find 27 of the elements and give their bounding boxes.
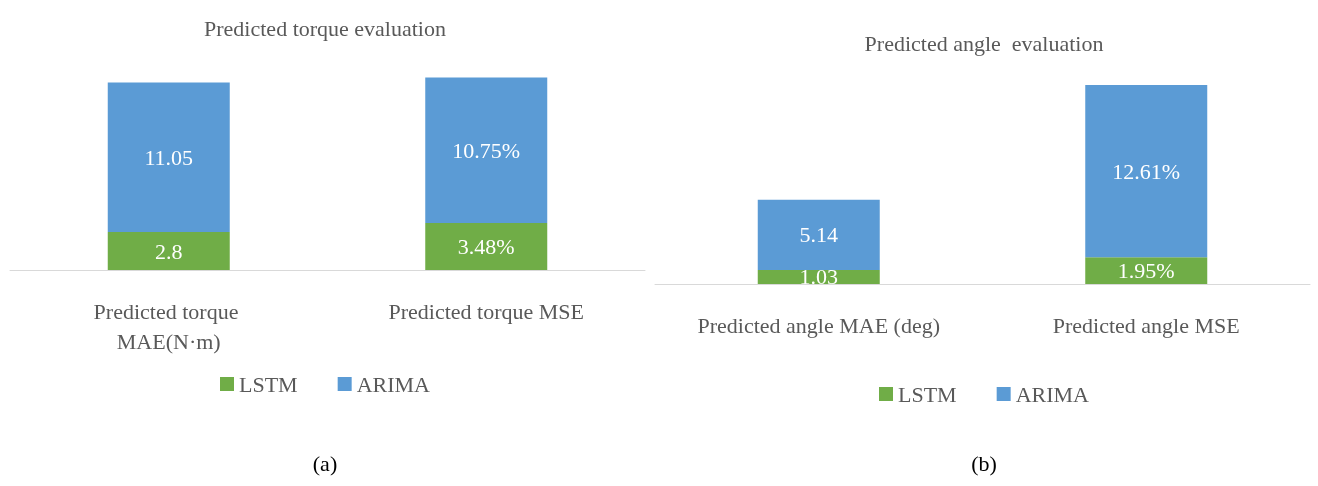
chart-title: Predicted torque evaluation — [204, 15, 446, 41]
data-label: 1.95% — [1117, 258, 1175, 284]
text: (a) — [312, 450, 338, 476]
bar — [1085, 257, 1208, 284]
data-label: 10.75% — [452, 137, 521, 163]
bar — [107, 82, 230, 233]
bar — [757, 199, 880, 270]
data-label: 12.61% — [1112, 158, 1181, 184]
data-label: 11.05 — [144, 144, 194, 170]
text: (b) — [971, 450, 997, 476]
legend-label: LSTM — [238, 371, 298, 397]
legend-label: ARIMA — [1015, 381, 1090, 407]
bar — [425, 77, 548, 223]
x-tick-label: Predicted torque MSE — [388, 298, 585, 324]
data-label: 1.03 — [799, 264, 838, 290]
legend-label: LSTM — [897, 381, 957, 407]
bar — [1085, 85, 1208, 258]
bar — [107, 232, 230, 270]
data-label: 2.8 — [155, 238, 183, 264]
x-tick-label: Predicted torque MAE(N·m) — [93, 298, 244, 354]
bar — [425, 222, 548, 270]
data-label: 3.48% — [457, 233, 515, 259]
x-tick-label: Predicted angle MAE (deg) — [697, 312, 941, 338]
legend-label: ARIMA — [356, 371, 431, 397]
x-tick-label: Predicted angle MSE — [1052, 312, 1240, 338]
data-label: 5.14 — [799, 222, 838, 248]
chart-title: Predicted angle evaluation — [864, 30, 1104, 56]
